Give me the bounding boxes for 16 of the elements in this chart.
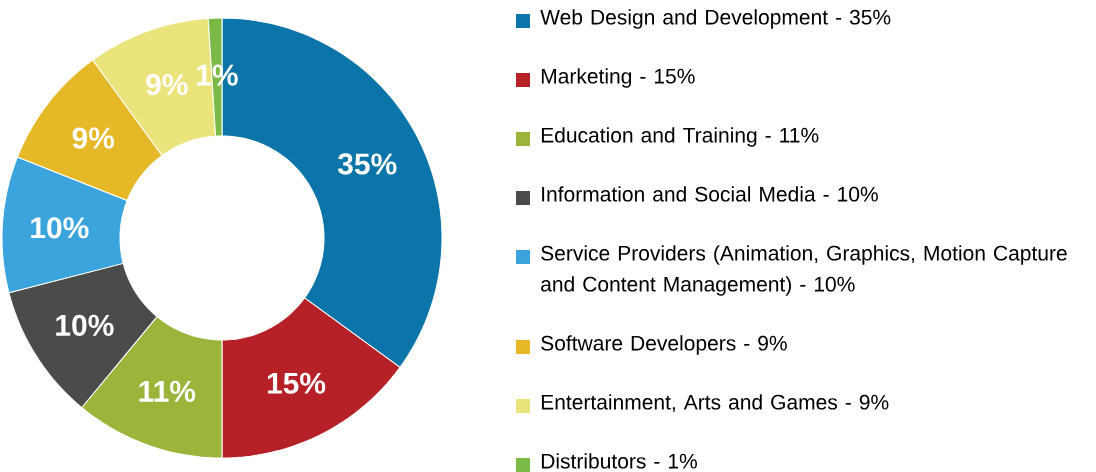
legend-label: Marketing - 15% — [541, 68, 695, 88]
data-label: 9% — [72, 127, 115, 149]
legend-label: Information and Social Media - 10% — [542, 186, 878, 202]
legend-label: Entertainment, Arts and Games - 9% — [541, 394, 889, 413]
data-label: 1% — [197, 64, 238, 86]
legend-label: Web Design and Development - 35% — [540, 9, 891, 29]
legend-label: Education and Training - 11% — [541, 127, 819, 147]
data-label: 35% — [337, 153, 397, 175]
data-label: 15% — [267, 372, 326, 394]
data-label: 9% — [146, 74, 188, 96]
legend-label: Software Developers - 9% — [541, 335, 787, 355]
data-label: 10% — [31, 217, 89, 239]
legend-label: Service Providers (Animation, Graphics, Motion Capture and Content Management) - 10% — [541, 245, 1067, 296]
data-label: 10% — [56, 314, 114, 336]
legend-label: Distributors - 1% — [541, 453, 697, 469]
data-label: 11% — [139, 380, 196, 402]
